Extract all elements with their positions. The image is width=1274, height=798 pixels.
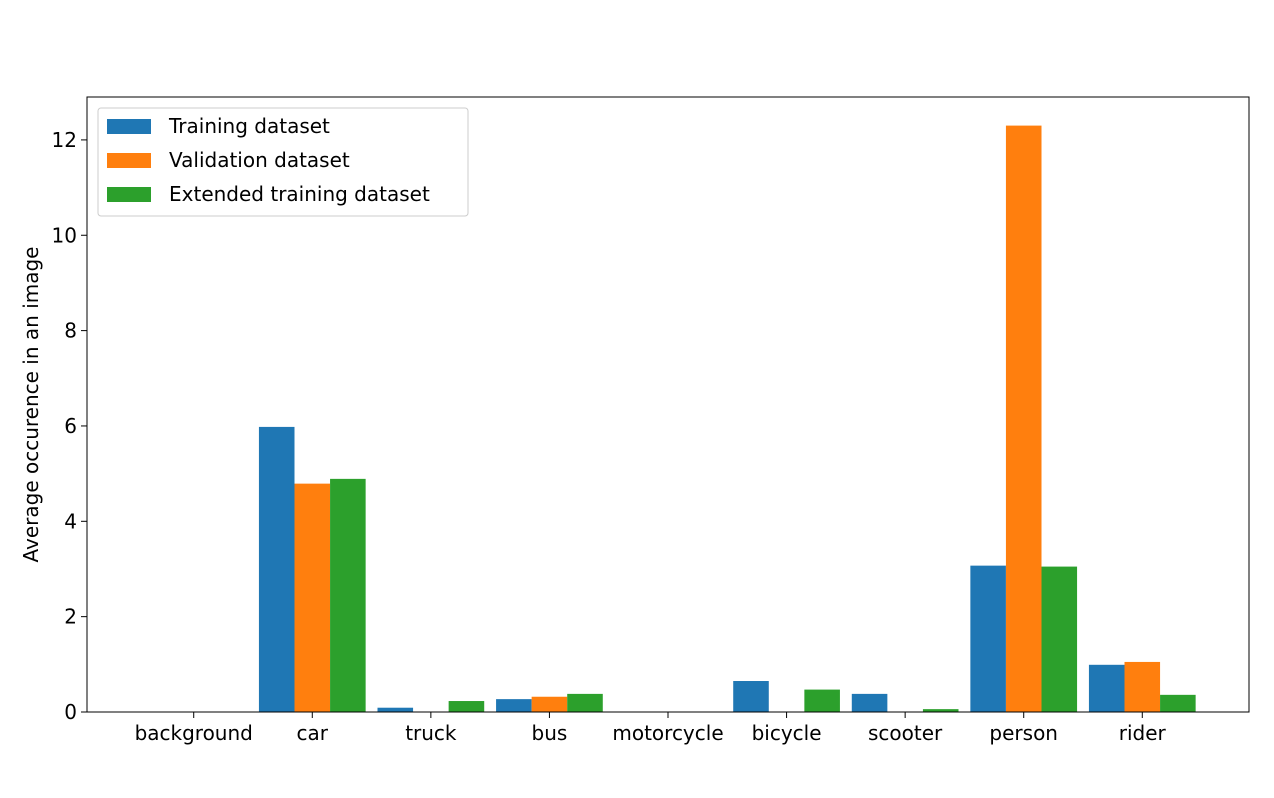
bar-bicycle-series-2: [804, 689, 840, 712]
bar-car-series-1: [294, 483, 331, 712]
bar-person-series-2: [1041, 566, 1078, 712]
x-tick-label-motorcycle: motorcycle: [612, 721, 723, 745]
bar-person-series-0: [970, 565, 1006, 712]
x-tick-label-bicycle: bicycle: [752, 721, 822, 745]
legend-label-2: Extended training dataset: [169, 182, 430, 206]
bar-car-series-2: [330, 478, 366, 712]
y-tick-label: 0: [64, 700, 77, 724]
y-tick-label: 6: [64, 414, 77, 438]
bar-rider-series-1: [1124, 661, 1161, 712]
y-tick-label: 4: [64, 509, 77, 533]
x-tick-label-scooter: scooter: [868, 721, 943, 745]
bar-car-series-0: [258, 426, 295, 712]
bar-scooter-series-0: [851, 693, 888, 712]
bar-bus-series-0: [496, 699, 532, 712]
x-tick-label-bus: bus: [532, 721, 568, 745]
y-axis: 0 2 4 6 8 10 12: [52, 128, 87, 724]
legend-swatch-1: [107, 153, 151, 168]
bar-bus-series-1: [531, 696, 568, 712]
legend: Training dataset Validation dataset Extend…: [97, 107, 469, 217]
legend-box: [97, 107, 469, 217]
bar-bicycle-series-0: [733, 681, 769, 712]
bar-scooter-series-2: [922, 709, 959, 712]
x-tick-label-car: car: [297, 721, 329, 745]
x-tick-label-background: background: [135, 721, 253, 745]
bar-truck-series-2: [448, 701, 485, 712]
y-axis-label: Average occurence in an image: [19, 247, 43, 563]
x-tick-label-rider: rider: [1119, 721, 1167, 745]
bars-layer: [258, 125, 1196, 713]
bar-person-series-1: [1005, 125, 1042, 713]
y-tick-label: 2: [64, 605, 77, 629]
bar-bus-series-2: [567, 693, 603, 712]
y-tick-label: 10: [52, 223, 77, 247]
legend-swatch-2: [107, 187, 151, 202]
legend-swatch-0: [107, 119, 151, 134]
x-tick-label-truck: truck: [405, 721, 457, 745]
x-axis: background car truck bus motorcycle bicycle sc…: [135, 712, 1167, 745]
bar-rider-series-2: [1160, 694, 1196, 712]
y-tick-label: 12: [52, 128, 77, 152]
legend-label-0: Training dataset: [168, 114, 330, 138]
x-tick-label-person: person: [989, 721, 1058, 745]
bar-rider-series-0: [1088, 664, 1125, 712]
legend-label-1: Validation dataset: [169, 148, 350, 172]
bar-truck-series-0: [377, 707, 414, 712]
y-tick-label: 8: [64, 319, 77, 343]
